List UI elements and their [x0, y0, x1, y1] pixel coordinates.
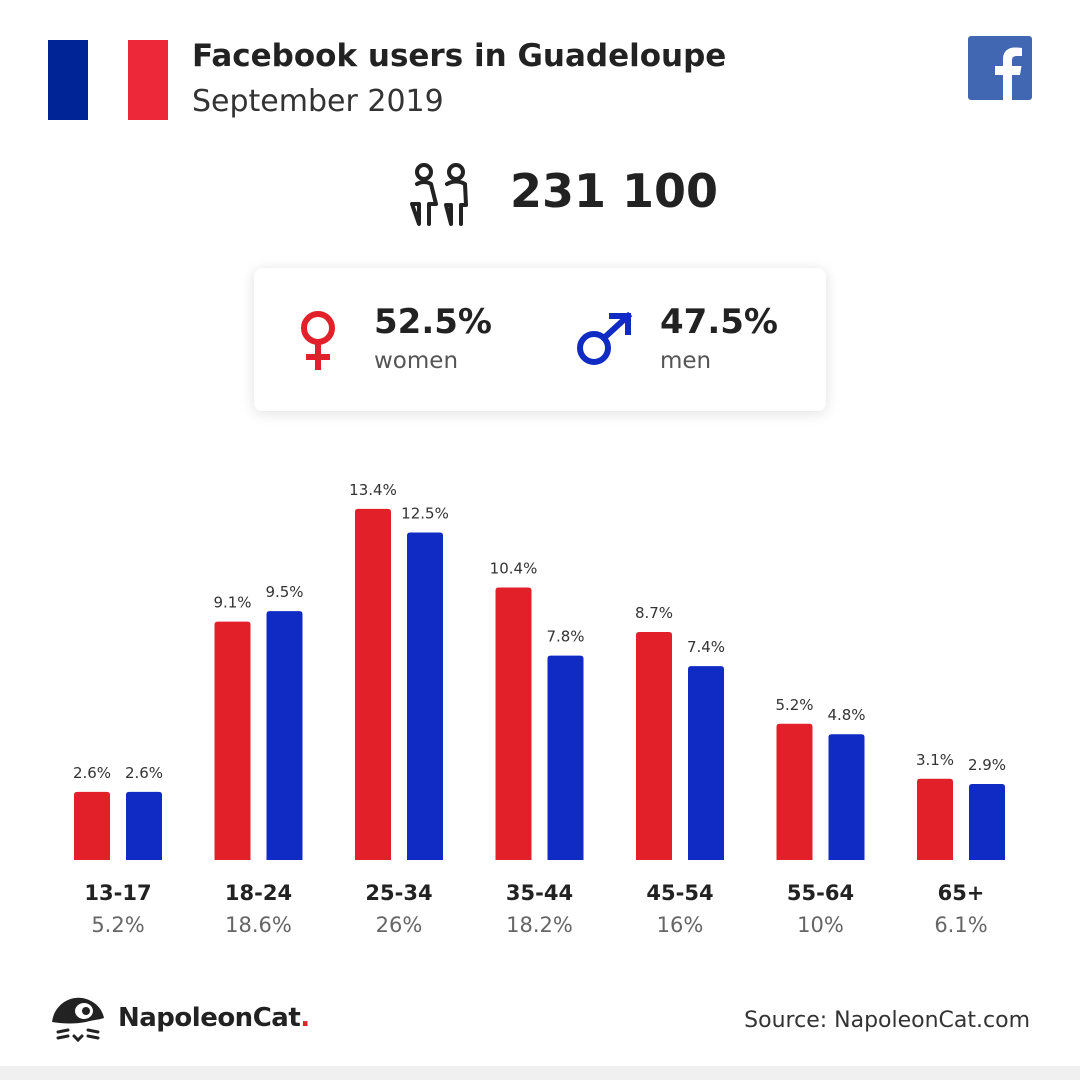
brand-name: NapoleonCat.: [118, 1003, 310, 1033]
women-bar: [776, 723, 813, 860]
women-bar-value-label: 8.7%: [635, 604, 673, 622]
women-bar-value-label: 2.6%: [73, 764, 111, 782]
men-bar-value-label: 7.8%: [546, 628, 584, 646]
women-bar: [917, 778, 953, 860]
age-group-label: 65+: [938, 881, 985, 905]
men-bar-value-label: 12.5%: [401, 505, 449, 523]
age-group-total: 18.2%: [506, 913, 573, 937]
age-group-label: 13-17: [84, 881, 151, 905]
age-group-total: 16%: [657, 913, 704, 937]
age-group-total: 5.2%: [91, 913, 144, 937]
age-group-label: 45-54: [646, 881, 713, 905]
women-bar: [495, 587, 532, 860]
age-group-total: 26%: [376, 913, 423, 937]
male-symbol-icon: [576, 311, 636, 372]
women-label: women: [374, 348, 459, 374]
women-bar-value-label: 13.4%: [349, 481, 397, 499]
total-users-value: 231 100: [510, 164, 719, 218]
men-bar: [828, 734, 865, 860]
women-percentage: 52.5%: [374, 302, 492, 342]
flag-stripe-blue: [48, 40, 88, 120]
napoleoncat-logo-icon: [48, 994, 108, 1044]
women-bar-value-label: 3.1%: [916, 751, 954, 769]
women-bar-value-label: 5.2%: [775, 696, 813, 714]
age-group-total: 6.1%: [934, 913, 987, 937]
men-label: men: [660, 348, 712, 374]
facebook-icon: [968, 36, 1032, 100]
men-bar: [266, 611, 303, 860]
women-bar: [74, 791, 110, 860]
age-group-total: 18.6%: [225, 913, 292, 937]
page-subtitle: September 2019: [192, 84, 444, 119]
women-bar-value-label: 9.1%: [213, 594, 251, 612]
bottom-strip: [0, 1066, 1080, 1080]
brand-name-text: NapoleonCat: [118, 1003, 301, 1033]
people-icon: [404, 160, 476, 232]
men-bar-value-label: 4.8%: [827, 706, 865, 724]
flag-stripe-red: [128, 40, 168, 120]
men-bar-value-label: 2.6%: [125, 764, 163, 782]
men-bar: [969, 784, 1005, 860]
women-bar: [214, 621, 251, 860]
women-bar-value-label: 10.4%: [490, 560, 538, 578]
gender-card: 52.5% women 47.5% men: [254, 268, 826, 411]
age-group-total: 10%: [797, 913, 844, 937]
women-bar: [355, 508, 391, 860]
men-bar: [547, 655, 584, 860]
men-bar-value-label: 7.4%: [687, 638, 725, 656]
women-bar: [636, 632, 672, 860]
men-bar: [688, 666, 724, 860]
age-group-label: 25-34: [365, 881, 432, 905]
age-group-label: 55-64: [787, 881, 854, 905]
brand-dot: .: [300, 1003, 310, 1033]
source-text: Source: NapoleonCat.com: [744, 1008, 1030, 1033]
men-percentage: 47.5%: [660, 302, 778, 342]
flag-stripe-white: [88, 40, 128, 120]
age-group-label: 18-24: [225, 881, 292, 905]
female-symbol-icon: [298, 310, 338, 376]
france-flag: [48, 40, 168, 120]
page-title: Facebook users in Guadeloupe: [192, 38, 727, 74]
age-group-label: 35-44: [506, 881, 573, 905]
men-bar: [407, 532, 443, 860]
men-bar-value-label: 9.5%: [265, 583, 303, 601]
men-bar: [126, 791, 162, 860]
men-bar-value-label: 2.9%: [968, 756, 1006, 774]
